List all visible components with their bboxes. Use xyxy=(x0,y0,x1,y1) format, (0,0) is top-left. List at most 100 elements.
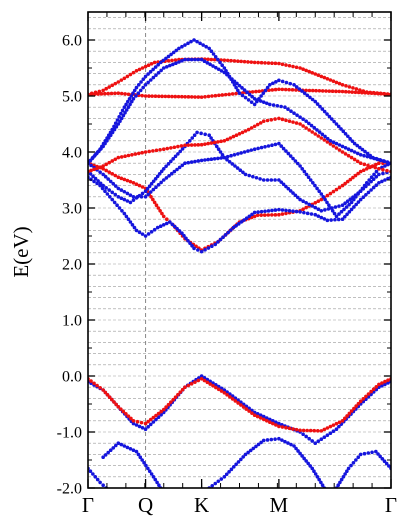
band-point xyxy=(294,446,298,451)
band-point xyxy=(307,436,311,441)
band-point xyxy=(151,149,155,153)
band-point xyxy=(383,379,387,384)
band-point xyxy=(315,102,320,106)
band-point xyxy=(325,200,329,205)
band-point xyxy=(203,248,207,252)
band-point xyxy=(371,177,376,181)
band-point xyxy=(286,186,291,191)
band-point xyxy=(349,155,354,160)
band-point xyxy=(164,56,168,61)
band-point xyxy=(98,385,102,390)
band-point xyxy=(350,139,355,143)
band-point xyxy=(271,421,275,426)
band-point xyxy=(271,419,275,423)
band-point xyxy=(382,92,387,96)
band-point xyxy=(236,401,240,405)
band-point xyxy=(330,89,335,94)
band-point xyxy=(361,187,366,191)
band-point xyxy=(143,189,148,193)
band-point xyxy=(331,144,336,148)
band-point xyxy=(209,57,214,62)
band-point xyxy=(219,477,224,481)
band-point xyxy=(294,65,299,70)
band-point xyxy=(314,88,318,93)
band-point xyxy=(256,210,260,214)
band-point xyxy=(345,179,350,184)
band-point xyxy=(97,149,101,153)
band-point xyxy=(336,483,340,488)
band-point xyxy=(249,148,254,152)
band-point xyxy=(173,58,178,62)
band-point xyxy=(210,483,215,488)
band-point xyxy=(98,165,102,169)
band-point xyxy=(166,59,171,63)
band-point xyxy=(358,145,362,150)
band-point xyxy=(139,80,143,84)
band-point xyxy=(113,443,118,448)
band-point xyxy=(171,50,176,55)
band-point xyxy=(244,404,249,409)
band-point xyxy=(228,136,233,140)
band-point xyxy=(221,235,225,239)
band-point xyxy=(202,59,207,64)
band-point xyxy=(175,226,179,231)
band-point xyxy=(267,88,271,93)
band-point xyxy=(153,477,158,482)
band-point xyxy=(141,77,146,81)
band-point xyxy=(284,63,288,67)
band-point xyxy=(340,203,345,207)
band-point xyxy=(126,92,131,97)
band-point xyxy=(128,220,133,224)
band-point xyxy=(205,380,210,385)
band-point xyxy=(236,460,241,464)
band-point xyxy=(120,108,125,113)
band-point xyxy=(131,70,136,75)
band-point xyxy=(360,90,364,95)
band-point xyxy=(239,151,243,155)
band-point xyxy=(225,137,230,142)
band-point xyxy=(258,99,263,103)
band-point xyxy=(110,397,114,402)
band-point xyxy=(385,160,390,165)
band-point xyxy=(219,389,224,393)
band-point xyxy=(95,166,99,171)
band-point xyxy=(230,397,235,401)
band-point xyxy=(104,86,108,91)
band-series xyxy=(88,57,391,165)
band-point xyxy=(245,90,249,95)
band-point xyxy=(328,431,333,436)
band-point xyxy=(128,102,132,107)
band-point xyxy=(143,94,148,98)
band-point xyxy=(161,58,166,63)
band-point xyxy=(280,79,285,84)
band-point xyxy=(111,446,116,450)
band-point xyxy=(96,179,100,183)
band-point xyxy=(172,169,177,174)
band-point xyxy=(208,382,212,386)
band-point xyxy=(354,87,359,91)
band-point xyxy=(291,427,295,431)
band-point xyxy=(101,183,105,188)
band-point xyxy=(277,141,281,146)
band-point xyxy=(163,94,168,99)
band-point xyxy=(120,209,124,213)
band-point xyxy=(171,157,175,161)
band-point xyxy=(334,214,339,219)
band-point xyxy=(149,62,154,66)
band-point xyxy=(131,448,136,453)
band-point xyxy=(241,170,245,175)
band-point xyxy=(264,101,269,106)
band-point xyxy=(246,450,250,455)
band-point xyxy=(266,209,271,213)
band-point xyxy=(340,144,345,149)
band-point xyxy=(355,151,360,156)
band-point xyxy=(362,451,367,456)
x-tick-label: Γ xyxy=(82,493,94,517)
band-point xyxy=(297,87,302,91)
band-point xyxy=(259,213,264,217)
band-point xyxy=(334,122,339,126)
band-point xyxy=(309,212,314,216)
band-point xyxy=(277,212,281,217)
band-point xyxy=(93,475,98,479)
band-point xyxy=(280,212,285,216)
